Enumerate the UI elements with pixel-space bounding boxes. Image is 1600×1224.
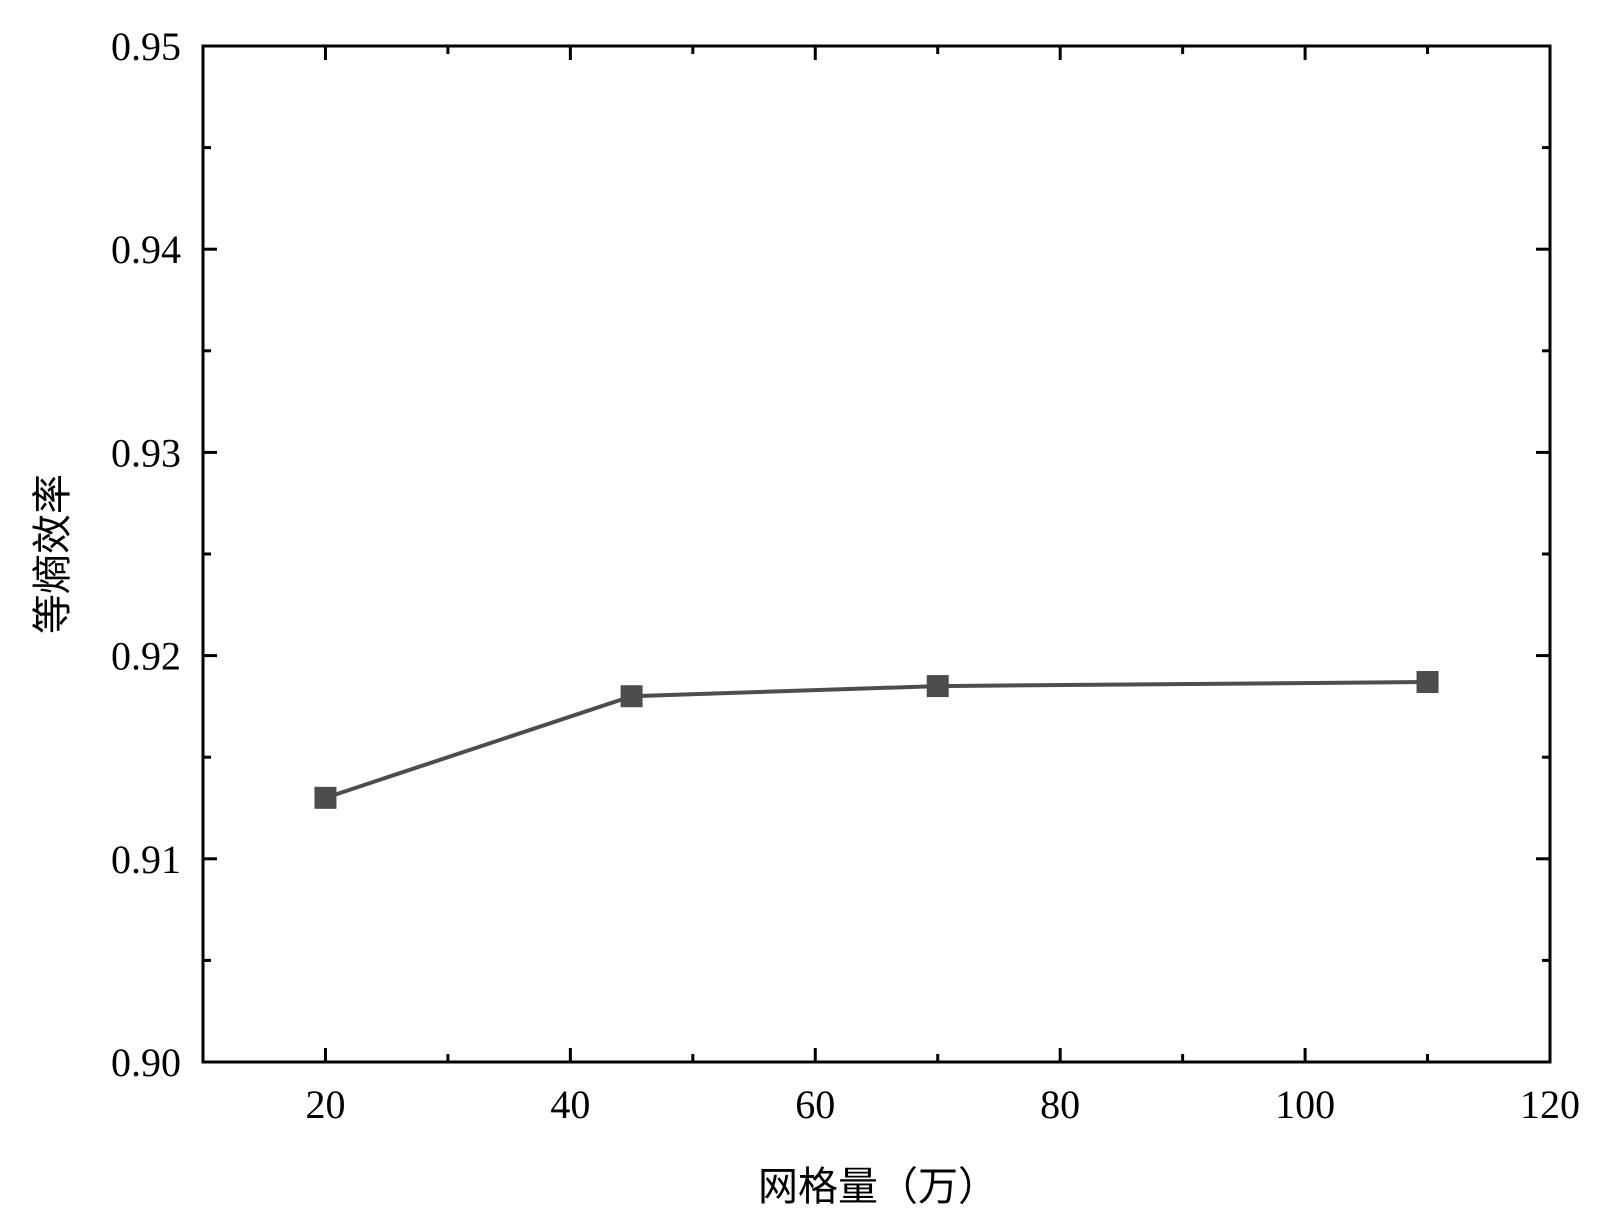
x-tick-label: 40 <box>550 1082 590 1127</box>
y-tick-label: 0.90 <box>111 1040 181 1085</box>
marker <box>1416 671 1439 694</box>
y-tick-label: 0.91 <box>111 837 181 882</box>
marker <box>314 786 337 809</box>
y-axis-label: 等熵效率 <box>30 474 75 634</box>
y-tick-label: 0.95 <box>111 24 181 69</box>
marker <box>620 685 643 708</box>
plot-frame <box>201 44 1552 1064</box>
x-tick-label: 120 <box>1520 1082 1580 1127</box>
x-tick-label: 20 <box>305 1082 345 1127</box>
y-tick-label: 0.93 <box>111 430 181 475</box>
x-tick-label: 100 <box>1275 1082 1335 1127</box>
x-tick-label: 80 <box>1040 1082 1080 1127</box>
x-axis-label: 网格量（万） <box>758 1164 998 1209</box>
y-tick-label: 0.94 <box>111 227 181 272</box>
y-tick-label: 0.92 <box>111 634 181 679</box>
marker <box>926 675 949 698</box>
x-tick-label: 60 <box>795 1082 835 1127</box>
series-line <box>324 680 1428 800</box>
